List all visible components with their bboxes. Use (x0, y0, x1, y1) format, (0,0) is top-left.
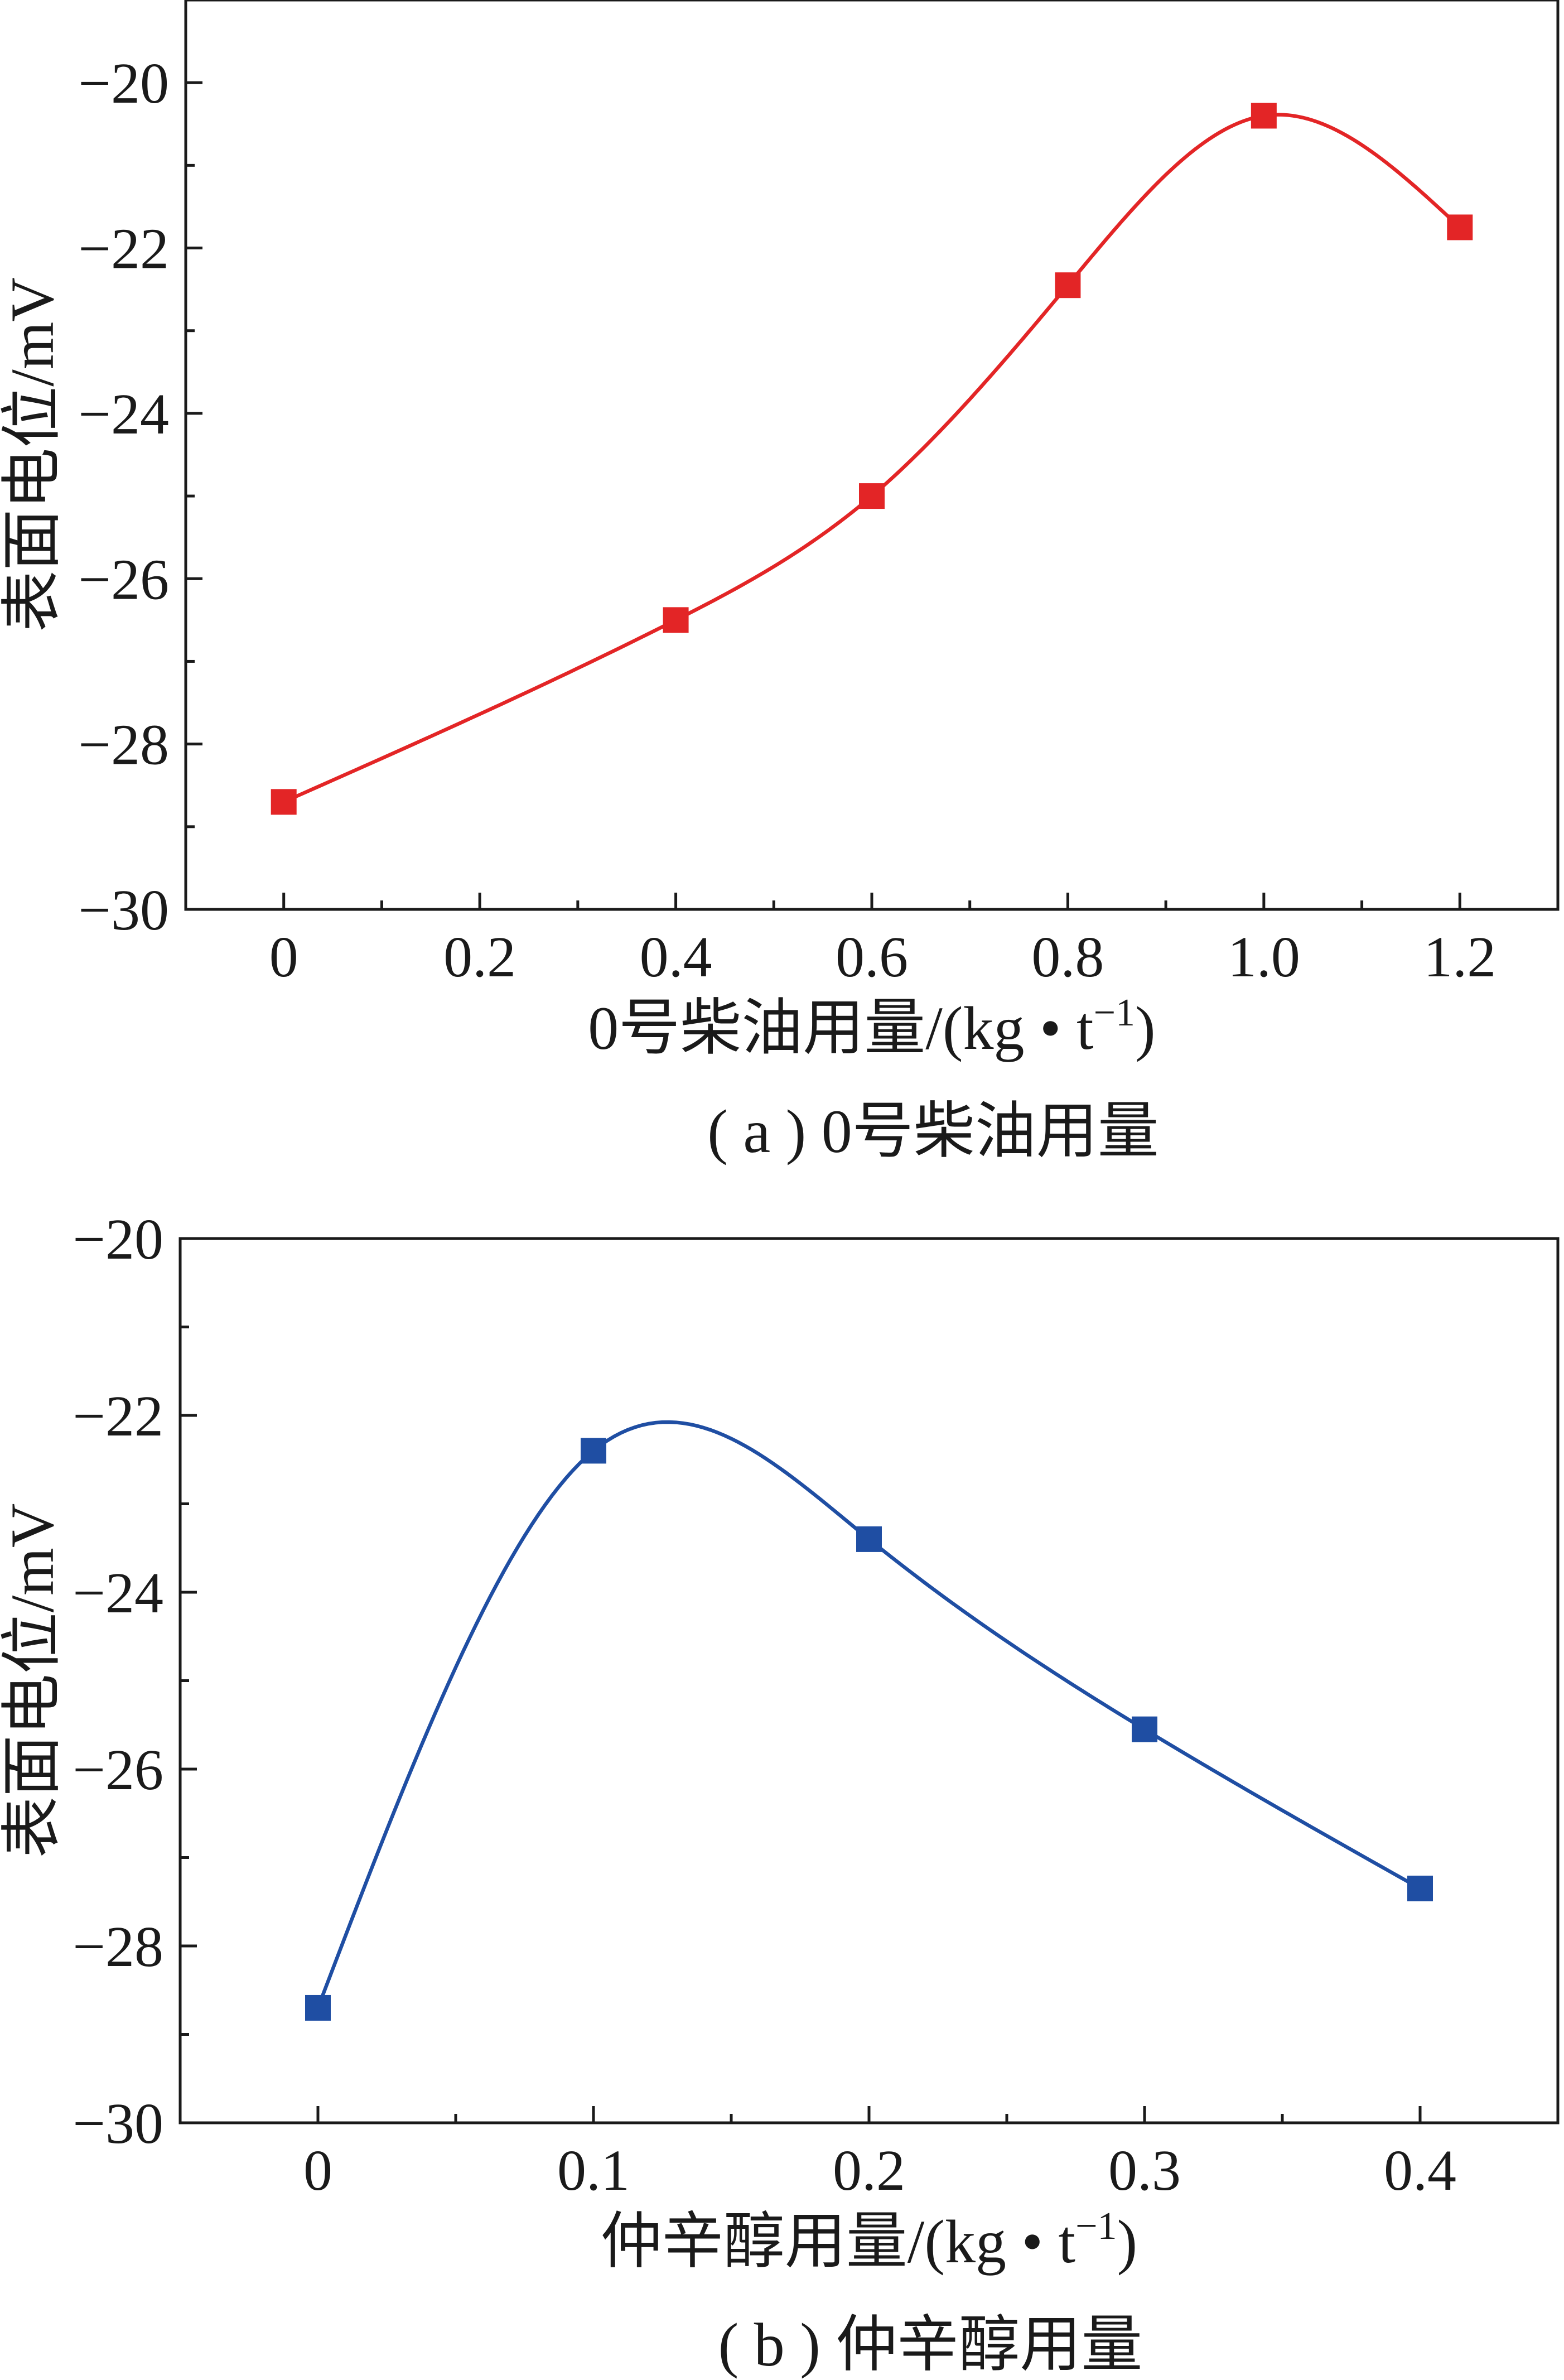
y-tick-label: −20 (78, 51, 169, 115)
y-tick-label: −26 (73, 1738, 163, 1802)
x-axis-label: 仲辛醇用量/(kg • t−1) (601, 2205, 1137, 2276)
data-point-marker (1132, 1716, 1157, 1742)
y-tick-label: −20 (73, 1207, 163, 1271)
data-point-marker (1407, 1875, 1433, 1901)
y-axis-label: 表面电位/mV (0, 1504, 66, 1858)
data-point-marker (1447, 214, 1473, 240)
x-tick-label: 1.2 (1423, 925, 1496, 989)
x-tick-label: 0.4 (1384, 2138, 1456, 2203)
y-tick-label: −30 (78, 878, 169, 942)
x-tick-label: 0.8 (1031, 925, 1104, 989)
x-tick-label: 0 (269, 925, 298, 989)
panel-caption: ( b ) 仲辛醇用量 (718, 2311, 1143, 2379)
data-point-marker (856, 1526, 882, 1552)
chart-panel-a: −20 −22 −24 −26 −28 −30 0 0.2 0.4 0.6 0.8 1.0 1.2 0号柴… (0, 0, 1560, 1165)
data-point-marker (859, 483, 885, 509)
x-tick-label: 0.6 (836, 925, 908, 989)
x-axis-label: 0号柴油用量/(kg • t−1) (588, 991, 1155, 1062)
x-tick-label: 0.2 (443, 925, 516, 989)
y-tick-label: −30 (73, 2092, 163, 2156)
y-axis-label: 表面电位/mV (0, 277, 66, 632)
chart-panel-b: −20 −22 −24 −26 −28 −30 0 0.1 0.2 0.3 0.4 仲辛醇用量/(kg… (0, 1207, 1560, 2379)
data-point-marker (581, 1438, 606, 1464)
y-tick-label: −28 (78, 713, 169, 777)
y-tick-label: −22 (78, 217, 169, 281)
y-tick-label: −24 (73, 1561, 163, 1625)
y-tick-label: −24 (78, 382, 169, 446)
x-tick-label: 0.2 (833, 2138, 905, 2203)
x-tick-label: 0.4 (640, 925, 712, 989)
data-point-marker (305, 1994, 331, 2021)
data-point-marker (1055, 272, 1081, 298)
series-line (316, 1420, 1421, 2009)
panel-caption: ( a ) 0号柴油用量 (707, 1097, 1159, 1165)
data-point-marker (663, 607, 689, 633)
data-point-marker (1251, 103, 1277, 129)
data-point-marker (271, 789, 297, 815)
x-tick-label: 1.0 (1228, 925, 1300, 989)
y-tick-label: −28 (73, 1915, 163, 1979)
series-line (283, 113, 1461, 804)
x-tick-label: 0.1 (557, 2138, 630, 2203)
x-tick-label: 0 (303, 2138, 332, 2203)
plot-frame (178, 1237, 1560, 2124)
x-tick-label: 0.3 (1108, 2138, 1181, 2203)
plot-frame (184, 0, 1560, 911)
y-tick-label: −26 (78, 547, 169, 611)
y-tick-label: −22 (73, 1384, 163, 1448)
